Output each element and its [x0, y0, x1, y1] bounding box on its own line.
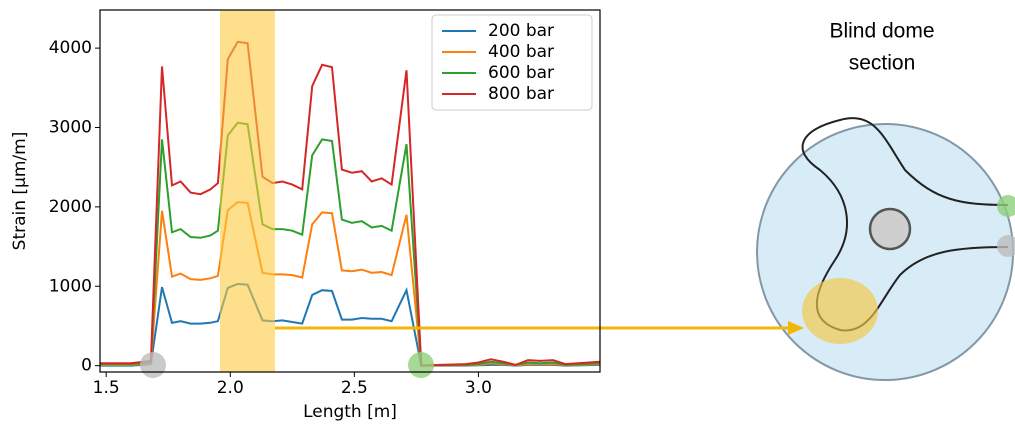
highlight-zone — [802, 278, 878, 344]
x-tick-label: 2.0 — [217, 378, 244, 398]
dome-disc — [756, 123, 1014, 381]
legend-label: 400 bar — [488, 42, 554, 62]
series-line — [100, 282, 601, 367]
legend-label: 200 bar — [488, 21, 554, 41]
series-line — [100, 40, 601, 367]
plot-frame — [99, 9, 601, 373]
blind-dome-diagram: Blind dome section — [756, 20, 1015, 381]
fiber-path — [801, 117, 1009, 332]
x-tick-label: 1.5 — [93, 378, 120, 398]
arrow-head — [788, 321, 804, 335]
series-line — [100, 121, 601, 367]
x-tick-label: 2.5 — [341, 378, 368, 398]
y-axis-label: Strain [µm/m] — [10, 132, 30, 251]
legend-label: 600 bar — [488, 63, 554, 83]
caption: Blind dome — [829, 20, 934, 43]
legend-label: 800 bar — [488, 84, 554, 104]
x-axis-label: Length [m] — [303, 402, 397, 422]
legend-box — [431, 14, 593, 111]
y-tick-label: 3000 — [49, 117, 92, 137]
gray-marker — [140, 352, 166, 378]
green-marker — [408, 352, 434, 378]
caption: section — [849, 52, 916, 75]
gray-marker — [997, 235, 1015, 257]
x-tick-label: 3.0 — [465, 378, 492, 398]
green-marker — [997, 195, 1015, 217]
y-tick-label: 2000 — [49, 197, 92, 217]
y-tick-label: 1000 — [49, 276, 92, 296]
highlight-band — [220, 10, 275, 372]
y-tick-label: 4000 — [49, 38, 92, 58]
hub — [868, 207, 912, 251]
y-tick-label: 0 — [81, 356, 92, 376]
series-line — [100, 201, 601, 367]
